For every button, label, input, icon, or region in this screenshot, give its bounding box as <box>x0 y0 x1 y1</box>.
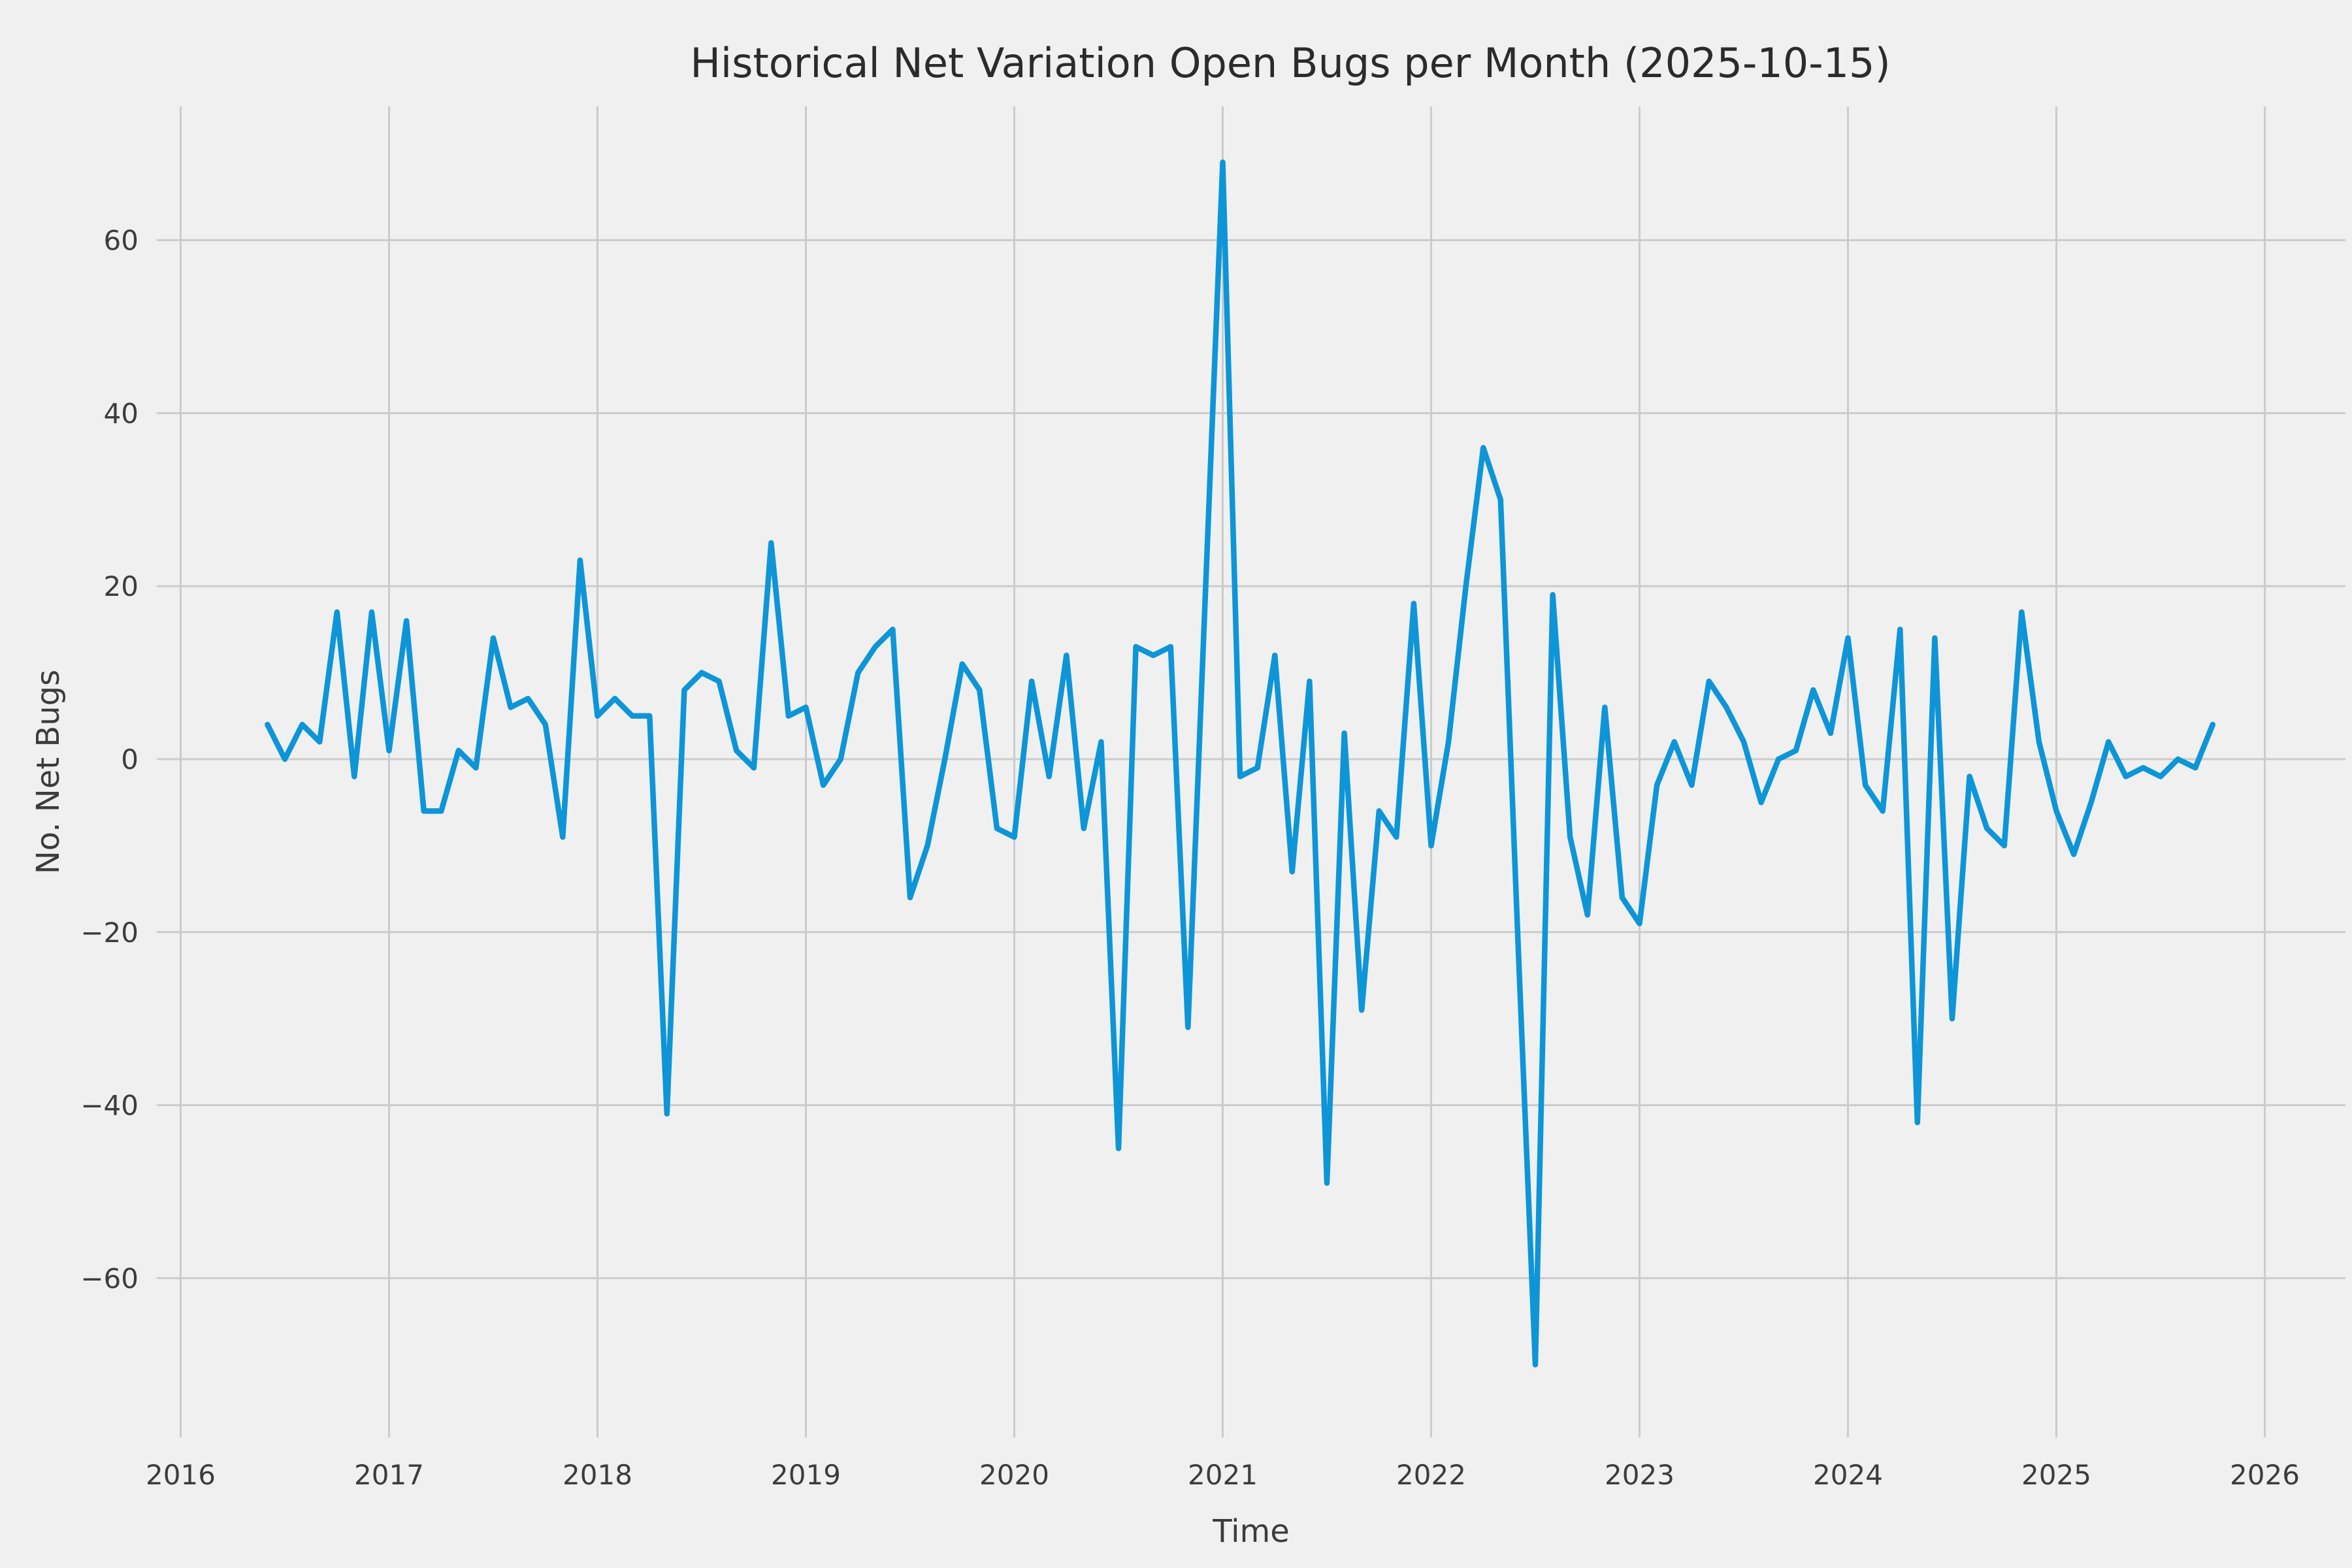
x-tick-label: 2019 <box>771 1459 841 1491</box>
x-tick-label: 2016 <box>146 1459 216 1491</box>
x-tick-label: 2017 <box>354 1459 424 1491</box>
tick-labels: 2016 2017 2018 2019 2020 2021 2022 2023 2024 2025… <box>80 225 2300 1491</box>
gridlines <box>157 106 2345 1437</box>
x-tick-label: 2021 <box>1188 1459 1258 1491</box>
y-tick-label: 40 <box>104 397 139 429</box>
y-axis-label: No. Net Bugs <box>30 670 67 874</box>
x-tick-label: 2024 <box>1813 1459 1883 1491</box>
series-line-net-variation-open-bugs <box>265 159 2216 1368</box>
chart-title: Historical Net Variation Open Bugs per M… <box>690 39 1890 87</box>
x-tick-label: 2018 <box>563 1459 632 1491</box>
y-tick-label: 0 <box>121 743 139 776</box>
x-tick-label: 2026 <box>2230 1459 2300 1491</box>
x-tick-label: 2022 <box>1396 1459 1466 1491</box>
data-series-layer <box>265 159 2216 1368</box>
x-tick-label: 2020 <box>979 1459 1049 1491</box>
y-tick-label: −60 <box>80 1262 139 1294</box>
y-tick-label: −20 <box>80 917 139 949</box>
x-tick-label: 2025 <box>2021 1459 2091 1491</box>
y-tick-label: 60 <box>104 225 139 257</box>
y-tick-label: −40 <box>80 1090 139 1122</box>
y-tick-label: 20 <box>104 570 139 602</box>
x-tick-label: 2023 <box>1605 1459 1674 1491</box>
x-axis-label: Time <box>1212 1513 1289 1550</box>
